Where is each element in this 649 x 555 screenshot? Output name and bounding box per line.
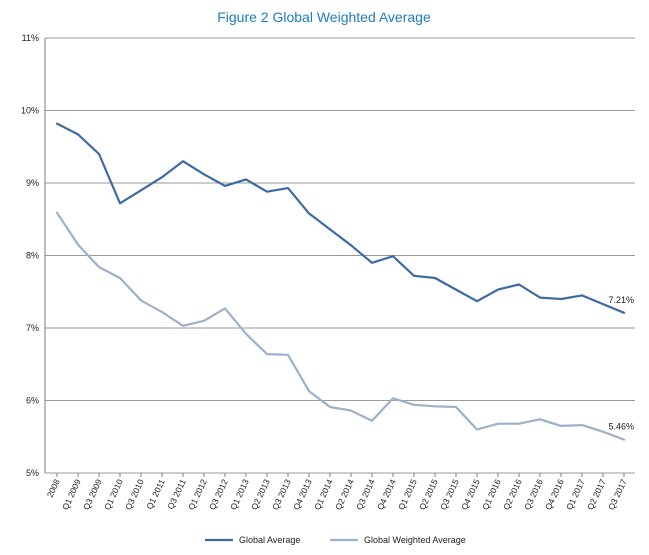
x-tick-label: Q2 2016 [501, 477, 524, 511]
x-tick-label: Q3 2013 [270, 477, 293, 511]
x-tick-label: Q1 2013 [228, 477, 251, 511]
x-tick-label: Q1 2009 [60, 477, 83, 511]
series-lines [55, 122, 626, 441]
x-tick-label: Q3 2012 [207, 477, 230, 511]
x-tick-label: Q4 2015 [459, 477, 482, 511]
y-tick-label: 7% [26, 323, 39, 333]
legend-label: Global Average [239, 535, 300, 545]
x-tick-label: Q1 2016 [480, 477, 503, 511]
x-tick-label: Q3 2017 [606, 477, 629, 511]
x-tick-label: Q1 2017 [564, 477, 587, 511]
x-tick-label: 2008 [45, 477, 62, 499]
x-tick-label: Q1 2014 [312, 477, 335, 511]
y-tick-label: 5% [26, 468, 39, 478]
end-value-label: 5.46% [608, 422, 634, 432]
y-tick-label: 10% [21, 106, 39, 116]
x-tick-label: Q1 2015 [396, 477, 419, 511]
x-tick-label: Q4 2013 [291, 477, 314, 511]
y-tick-labels: 5% 6% 7% 8% 9% 10% 11% [21, 33, 39, 478]
y-tick-label: 6% [26, 396, 39, 406]
gridlines [45, 37, 635, 474]
series-line-global-weighted-average [55, 211, 626, 441]
end-annotations: 7.21% 5.46% [608, 295, 634, 432]
y-tick-label: 11% [22, 33, 39, 43]
end-value-label: 7.21% [608, 295, 634, 305]
legend-label: Global Weighted Average [364, 535, 466, 545]
x-tick-label: Q4 2016 [543, 477, 566, 511]
series-line-global-average [55, 122, 626, 314]
x-tick-label: Q1 2010 [102, 477, 125, 511]
chart-title: Figure 2 Global Weighted Average [217, 9, 431, 25]
x-tick-label: Q1 2011 [144, 477, 167, 510]
x-tick-label: Q2 2013 [249, 477, 272, 511]
x-tick-label: Q3 2009 [81, 477, 104, 511]
x-tick-label: Q3 2014 [354, 477, 377, 511]
x-tick-label: Q2 2015 [417, 477, 440, 511]
x-tick-label: Q3 2011 [165, 477, 188, 510]
x-tick-label: Q2 2017 [585, 477, 608, 511]
x-tick-label: Q2 2014 [333, 477, 356, 511]
y-tick-label: 9% [26, 178, 39, 188]
x-tick-label: Q3 2010 [123, 477, 146, 511]
x-tick-label: Q1 2012 [186, 477, 209, 511]
y-tick-label: 8% [26, 251, 39, 261]
axes [44, 38, 625, 477]
x-tick-label: Q3 2016 [522, 477, 545, 511]
x-tick-label: Q3 2015 [438, 477, 461, 511]
x-tick-label: Q4 2014 [375, 477, 398, 511]
legend: Global Average Global Weighted Average [205, 535, 466, 545]
